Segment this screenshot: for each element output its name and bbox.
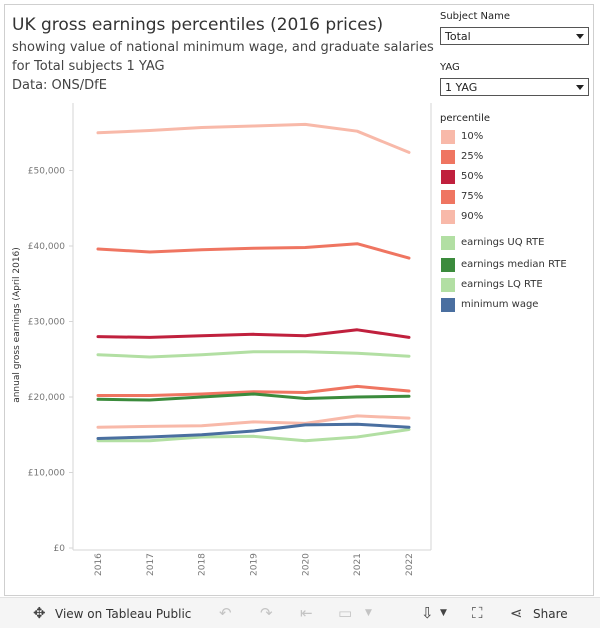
x-tick-label: 2019 [250,553,260,576]
legend-swatch [441,170,455,184]
chart-subtitle-line-2: for Total subjects 1 YAG [12,59,165,74]
legend-label: 25% [461,151,484,162]
move-icon: ✥ [33,604,46,622]
share-icon[interactable]: ⋖ [510,604,523,622]
line-chart: £0 £10,000 £20,000 £30,000 £40,000 £50,000 ann… [12,103,432,576]
y-tick-label: £50,000 [28,167,65,177]
refresh-icon[interactable]: ▭ [338,604,353,622]
series-line [96,422,411,440]
y-axis-label: annual gross earnings (April 2016) [12,247,22,403]
legend-swatch [441,190,455,204]
chevron-down-icon: ▼ [440,608,447,618]
chart-title: UK gross earnings percentiles (2016 pric… [12,15,384,35]
x-tick-label: 2020 [301,553,311,576]
legend-label: earnings LQ RTE [461,279,543,290]
series-line [96,242,411,260]
legend-swatch [441,258,455,272]
y-tick-label: £0 [54,544,66,554]
series-line [96,414,411,429]
tableau-toolbar: ✥ View on Tableau Public ↶ ↷ ⇤ ▭ ▼ ⇩ ▼ ⛶… [0,597,600,628]
legend-swatch [441,236,455,250]
chart-subtitle-line-1: showing value of national minimum wage, … [12,40,434,55]
y-tick-label: £20,000 [28,393,65,403]
subject-filter-dropdown[interactable]: Total [440,27,589,45]
view-on-tableau-public-link[interactable]: View on Tableau Public [55,607,192,621]
subject-filter-label: Subject Name [440,11,511,22]
fullscreen-icon[interactable]: ⛶ [472,604,483,622]
legend-swatch [441,130,455,144]
series-line [96,384,411,397]
undo-icon[interactable]: ↶ [219,604,232,622]
series-line [96,428,411,443]
x-tick-label: 2017 [146,553,156,576]
download-icon[interactable]: ⇩ [421,604,434,622]
legend-label: 75% [461,191,484,202]
y-tick-label: £30,000 [28,318,65,328]
x-tick-label: 2022 [405,553,415,576]
chart-subtitle-line-3: Data: ONS/DfE [12,78,107,93]
yag-filter-label: YAG [440,62,460,73]
series-line [96,392,411,402]
y-tick-label: £40,000 [28,242,65,252]
legend-title: percentile [440,113,491,124]
redo-icon[interactable]: ↷ [260,604,273,622]
legend-swatch [441,210,455,224]
share-button[interactable]: Share [533,607,568,621]
legend-label: 50% [461,171,484,182]
y-tick-label: £10,000 [28,469,65,479]
legend-swatch [441,278,455,292]
legend-label: 10% [461,131,484,142]
revert-icon[interactable]: ⇤ [300,604,313,622]
legend-swatch [441,150,455,164]
chevron-down-icon [576,85,584,90]
x-tick-label: 2016 [94,553,104,576]
series-line [96,328,411,339]
chevron-down-icon [576,34,584,39]
series-line [96,122,411,154]
subject-filter-value: Total [445,30,471,43]
x-tick-label: 2018 [198,553,208,576]
legend-swatch [441,298,455,312]
legend-label: minimum wage [461,299,539,310]
chevron-down-icon: ▼ [365,608,372,618]
dashboard-frame [4,4,594,596]
legend-label: earnings UQ RTE [461,237,545,248]
legend-label: 90% [461,211,484,222]
x-tick-label: 2021 [353,553,363,576]
legend-label: earnings median RTE [461,259,567,270]
series-line [96,350,411,359]
yag-filter-value: 1 YAG [445,81,478,94]
yag-filter-dropdown[interactable]: 1 YAG [440,78,589,96]
